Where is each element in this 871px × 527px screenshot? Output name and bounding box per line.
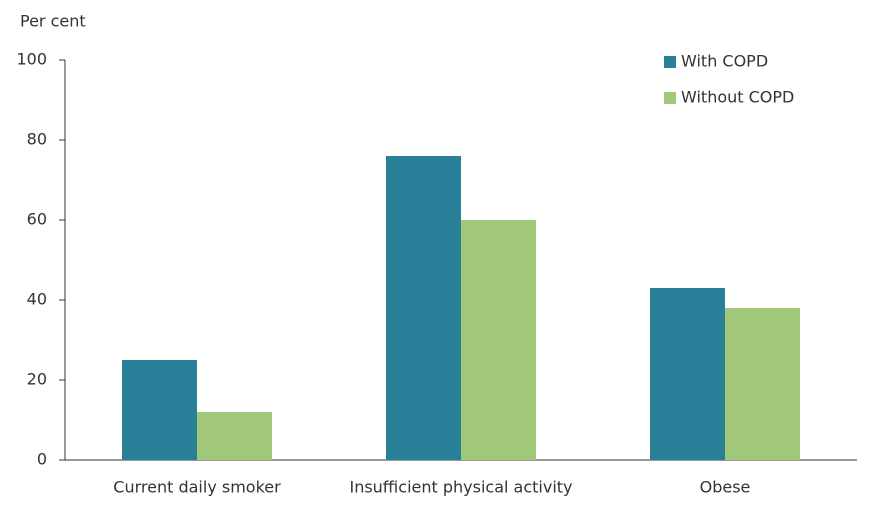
bar: [650, 288, 725, 460]
y-tick-label: 80: [27, 130, 47, 149]
y-tick-label: 60: [27, 210, 47, 229]
bar: [197, 412, 272, 460]
bar: [461, 220, 536, 460]
y-tick-label: 100: [16, 50, 47, 69]
x-tick-label: Insufficient physical activity: [349, 478, 572, 497]
y-tick-label: 0: [37, 450, 47, 469]
legend-label: Without COPD: [681, 88, 794, 107]
x-tick-label: Obese: [700, 478, 751, 497]
legend-label: With COPD: [681, 52, 768, 71]
legend-swatch: [664, 92, 676, 104]
bar: [122, 360, 197, 460]
y-tick-label: 20: [27, 370, 47, 389]
y-tick-label: 40: [27, 290, 47, 309]
x-tick-label: Current daily smoker: [113, 478, 281, 497]
bar: [725, 308, 800, 460]
legend-swatch: [664, 56, 676, 68]
bar: [386, 156, 461, 460]
y-axis-label: Per cent: [20, 12, 86, 31]
